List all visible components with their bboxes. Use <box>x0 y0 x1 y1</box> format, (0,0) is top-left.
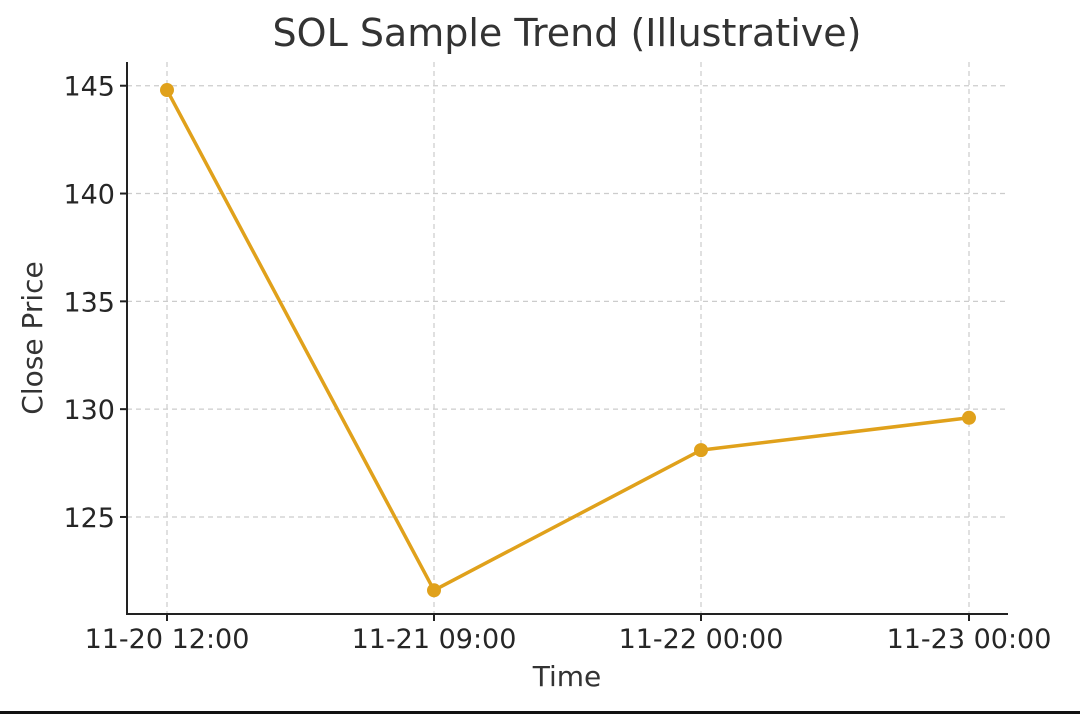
chart-title: SOL Sample Trend (Illustrative) <box>273 11 862 55</box>
data-point <box>427 583 441 598</box>
series-layer <box>160 83 976 598</box>
x-axis-ticks: 11-20 12:00 11-21 09:00 11-22 00:00 11-23 0… <box>85 614 1052 655</box>
x-tick-label: 11-21 09:00 <box>352 624 517 655</box>
y-axis-ticks: 125 130 135 140 145 <box>63 72 127 534</box>
y-tick-label: 135 <box>63 287 115 318</box>
data-point <box>160 83 174 98</box>
y-tick-label: 140 <box>63 180 115 211</box>
y-axis-label: Close Price <box>16 261 49 414</box>
data-point <box>962 410 976 425</box>
series-line <box>165 89 970 593</box>
bottom-border <box>0 711 1080 714</box>
y-tick-label: 130 <box>63 395 115 426</box>
x-axis-label: Time <box>532 660 602 693</box>
y-tick-label: 145 <box>63 72 115 103</box>
y-tick-label: 125 <box>63 503 115 534</box>
x-gridlines <box>166 62 970 614</box>
data-point <box>694 443 708 458</box>
y-gridlines <box>127 85 1008 518</box>
x-tick-label: 11-20 12:00 <box>85 624 250 655</box>
x-tick-label: 11-22 00:00 <box>619 624 784 655</box>
x-tick-label: 11-23 00:00 <box>887 624 1052 655</box>
